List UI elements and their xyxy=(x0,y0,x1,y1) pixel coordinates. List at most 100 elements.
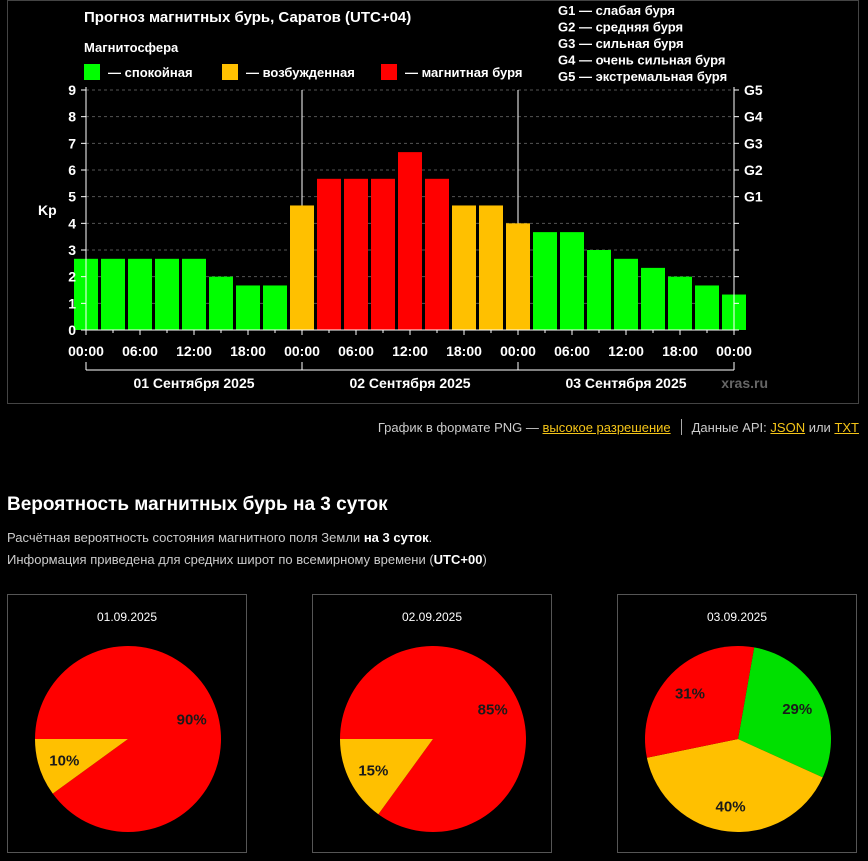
x-tick-label: 12:00 xyxy=(608,343,644,359)
pie-date: 02.09.2025 xyxy=(401,610,463,624)
kp-bar xyxy=(182,258,206,330)
kp-bar xyxy=(290,205,314,330)
or-text: или xyxy=(808,419,831,435)
kp-bar xyxy=(668,276,692,330)
g-scale-item: G3 — сильная буря xyxy=(558,36,684,51)
desc-text: . xyxy=(428,530,433,545)
x-tick-label: 06:00 xyxy=(338,343,374,359)
api-text: Данные API: xyxy=(691,419,767,435)
pie-slice xyxy=(35,739,128,794)
y-tick-label: 2 xyxy=(68,269,76,285)
g-tick-label: G3 xyxy=(744,135,763,151)
pie-slice-label: 40% xyxy=(716,799,746,816)
x-tick-label: 12:00 xyxy=(176,343,212,359)
kp-forecast-chart-panel: Прогноз магнитных бурь, Саратов (UTC+04)… xyxy=(7,0,859,404)
kp-bar xyxy=(506,223,530,330)
y-tick-label: 4 xyxy=(68,215,76,231)
y-tick-label: 9 xyxy=(68,82,76,98)
y-tick-label: 3 xyxy=(68,242,76,258)
links-row: График в формате PNG — высокое разрешени… xyxy=(378,419,859,435)
json-link[interactable]: JSON xyxy=(770,419,806,435)
x-tick-label: 00:00 xyxy=(716,343,752,359)
kp-bar xyxy=(101,258,125,330)
kp-bar xyxy=(479,205,503,330)
pie-slice-label: 31% xyxy=(675,685,705,702)
pie-slice-label: 10% xyxy=(49,753,79,770)
note-bold: UTC+00 xyxy=(433,552,483,567)
pie-slice xyxy=(35,646,222,832)
pie-date: 03.09.2025 xyxy=(706,610,768,624)
y-tick-label: 5 xyxy=(68,189,76,205)
x-tick-label: 00:00 xyxy=(500,343,536,359)
link-separator xyxy=(680,419,682,435)
day-label: 02 Сентября 2025 xyxy=(349,375,470,391)
legend-swatch xyxy=(84,64,100,80)
kp-bar xyxy=(641,267,665,330)
probability-description: Расчётная вероятность состояния магнитно… xyxy=(7,530,432,545)
x-tick-label: 18:00 xyxy=(230,343,266,359)
g-tick-label: G5 xyxy=(744,82,763,98)
kp-bar xyxy=(560,232,584,330)
pie-slice xyxy=(340,739,433,815)
kp-bar xyxy=(533,232,557,330)
pie-panel-day2: 02.09.2025 85% 15% xyxy=(312,594,552,853)
kp-bar xyxy=(263,285,287,330)
note-text: ) xyxy=(482,552,487,567)
g-scale-item: G5 — экстремальная буря xyxy=(558,69,727,84)
pie-chart-day3: 29% 40% 31% xyxy=(645,646,831,832)
kp-bar xyxy=(425,178,449,330)
day-label: 03 Сентября 2025 xyxy=(565,375,686,391)
g-tick-label: G1 xyxy=(744,189,763,205)
day-label: 01 Сентября 2025 xyxy=(133,375,254,391)
high-res-link[interactable]: высокое разрешение xyxy=(542,419,671,435)
chart-title: Прогноз магнитных бурь, Саратов (UTC+04) xyxy=(84,9,411,26)
kp-bar xyxy=(209,276,233,330)
note-text: Информация приведена для средних широт п… xyxy=(7,552,434,567)
x-tick-label: 00:00 xyxy=(284,343,320,359)
x-tick-label: 12:00 xyxy=(392,343,428,359)
kp-bar xyxy=(398,152,422,330)
kp-bar xyxy=(317,178,341,330)
legend-label: — магнитная буря xyxy=(405,65,522,80)
y-tick-label: 8 xyxy=(68,109,76,125)
y-tick-label: 7 xyxy=(68,135,76,151)
pie-panel-day3: 03.09.2025 29% 40% 31% xyxy=(617,594,857,853)
probability-title: Вероятность магнитных бурь на 3 суток xyxy=(7,494,388,515)
legend-title: Магнитосфера xyxy=(84,40,179,55)
pie-slice-label: 85% xyxy=(478,702,508,719)
legend-swatch xyxy=(381,64,397,80)
watermark: xras.ru xyxy=(721,375,768,391)
x-tick-label: 06:00 xyxy=(122,343,158,359)
kp-bar xyxy=(371,178,395,330)
legend-swatch xyxy=(222,64,238,80)
x-tick-label: 06:00 xyxy=(554,343,590,359)
probability-note: Информация приведена для средних широт п… xyxy=(7,552,487,567)
g-tick-label: G2 xyxy=(744,162,763,178)
pie-slice-label: 90% xyxy=(177,711,207,728)
pie-slice xyxy=(738,647,831,778)
y-tick-label: 0 xyxy=(68,322,76,338)
txt-link[interactable]: TXT xyxy=(834,419,859,435)
kp-bar xyxy=(155,258,179,330)
pie-chart-day2: 85% 15% xyxy=(340,646,526,832)
pie-panel-day1: 01.09.2025 90% 10% xyxy=(7,594,247,853)
kp-forecast-chart: Прогноз магнитных бурь, Саратов (UTC+04)… xyxy=(38,3,768,391)
kp-bar xyxy=(236,285,260,330)
legend-label: — возбужденная xyxy=(246,65,355,80)
y-axis-label: Kp xyxy=(38,202,57,218)
pie-slice xyxy=(645,646,755,758)
kp-bar xyxy=(128,258,152,330)
g-tick-label: G4 xyxy=(744,109,763,125)
desc-text: Расчётная вероятность состояния магнитно… xyxy=(7,530,361,545)
g-scale-item: G1 — слабая буря xyxy=(558,3,675,18)
legend-label: — спокойная xyxy=(108,65,193,80)
x-tick-label: 18:00 xyxy=(662,343,698,359)
g-scale-item: G4 — очень сильная буря xyxy=(558,53,725,68)
y-tick-label: 1 xyxy=(68,295,76,311)
x-tick-label: 18:00 xyxy=(446,343,482,359)
kp-bar xyxy=(587,250,611,330)
x-tick-label: 00:00 xyxy=(68,343,104,359)
kp-bar xyxy=(344,178,368,330)
pie-slice-label: 29% xyxy=(782,701,812,718)
y-tick-label: 6 xyxy=(68,162,76,178)
